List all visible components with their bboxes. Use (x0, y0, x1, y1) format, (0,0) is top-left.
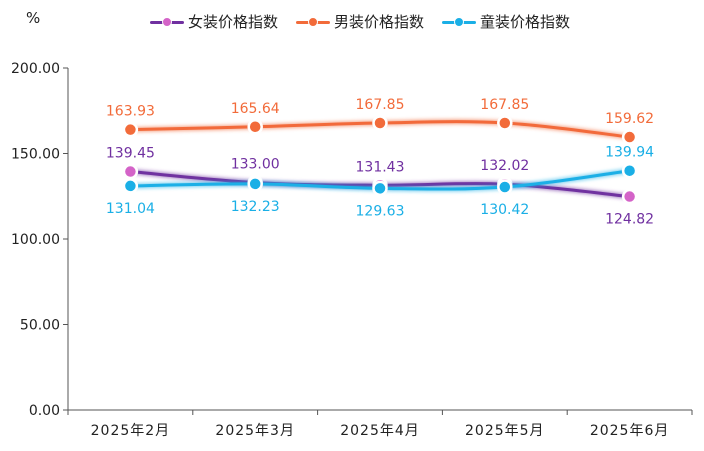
y-tick-label: 200.00 (11, 61, 60, 77)
data-point-womens (621, 188, 638, 205)
legend-label-mens: 男装价格指数 (334, 13, 425, 31)
y-tick-label: 50.00 (20, 318, 60, 334)
data-label-womens: 133.00 (231, 157, 280, 173)
data-label-womens: 131.43 (356, 159, 405, 175)
legend-label-womens: 女装价格指数 (188, 13, 279, 31)
y-tick-label: 150.00 (11, 147, 60, 163)
data-point-mens (122, 121, 139, 138)
data-label-womens: 132.02 (480, 158, 529, 174)
y-tick-label: 0.00 (29, 403, 60, 419)
data-label-mens: 167.85 (356, 97, 405, 113)
data-label-womens: 139.45 (106, 146, 155, 162)
data-point-kids (372, 180, 388, 197)
data-point-kids (122, 178, 139, 194)
data-label-kids: 132.23 (231, 199, 280, 215)
data-label-mens: 163.93 (106, 104, 155, 120)
data-label-kids: 131.04 (106, 201, 155, 217)
data-point-kids (497, 179, 513, 195)
legend-item-womens[interactable]: 女装价格指数 (150, 11, 278, 32)
data-point-mens (247, 119, 263, 135)
chart-legend: 女装价格指数 男装价格指数 童装价格指数 (150, 11, 570, 32)
y-tick-label: 100.00 (11, 232, 60, 248)
legend-label-kids: 童装价格指数 (480, 13, 571, 31)
data-point-kids (621, 162, 638, 179)
data-point-mens (497, 115, 513, 131)
data-point-mens (621, 129, 638, 145)
y-axis-unit-label: % (26, 9, 41, 27)
legend-item-mens[interactable]: 男装价格指数 (296, 11, 424, 32)
legend-swatch-mens (296, 16, 331, 28)
x-tick-label: 2025年5月 (465, 423, 545, 439)
data-point-mens (372, 115, 388, 131)
data-point-kids (247, 176, 263, 192)
x-tick-label: 2025年3月 (215, 423, 295, 439)
legend-swatch-kids (442, 16, 477, 28)
data-point-womens (122, 163, 139, 180)
x-tick-label: 2025年6月 (590, 423, 670, 439)
data-label-mens: 167.85 (480, 97, 529, 113)
data-label-kids: 130.42 (480, 202, 529, 218)
x-tick-label: 2025年4月 (340, 423, 420, 439)
data-label-womens: 124.82 (605, 212, 654, 228)
x-tick-label: 2025年2月 (91, 423, 171, 439)
data-label-kids: 129.63 (356, 203, 405, 219)
data-label-mens: 159.62 (605, 111, 654, 127)
legend-swatch-womens (150, 16, 184, 28)
data-label-mens: 165.64 (231, 101, 280, 117)
legend-item-kids[interactable]: 童装价格指数 (442, 11, 570, 32)
data-label-kids: 139.94 (605, 145, 654, 161)
